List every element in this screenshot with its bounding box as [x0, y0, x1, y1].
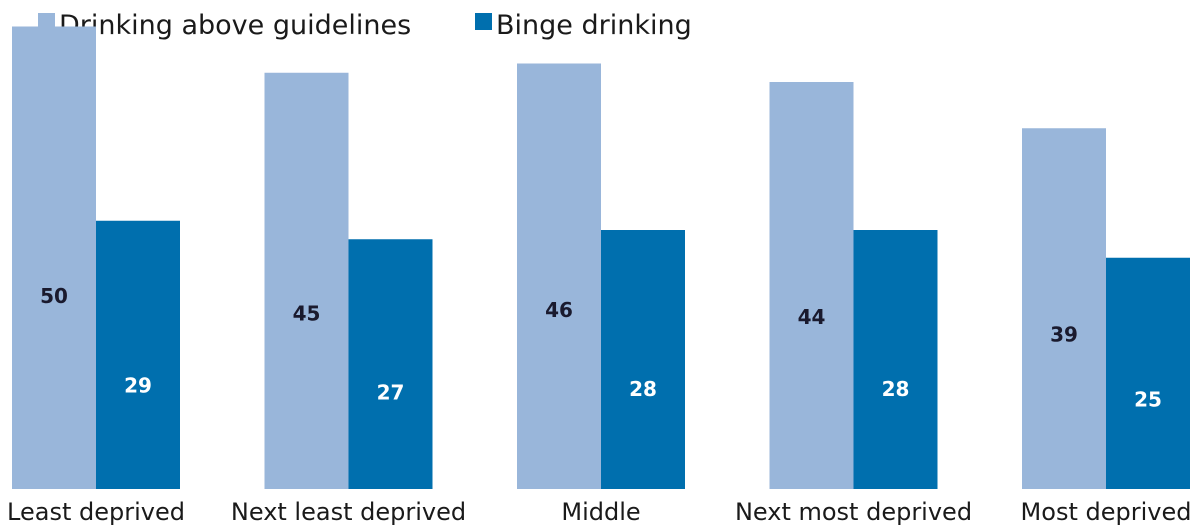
- category-label-least-deprived: Least deprived: [7, 498, 185, 526]
- value-label-drinking-above-guidelines-middle: 46: [545, 298, 573, 322]
- bars: [12, 26, 1190, 489]
- legend-swatch-binge-drinking: [475, 13, 492, 30]
- legend-label-binge-drinking: Binge drinking: [496, 10, 692, 41]
- bar-binge-drinking-middle: [601, 230, 685, 489]
- bar-drinking-above-guidelines-next-least-deprived: [264, 72, 349, 489]
- value-label-drinking-above-guidelines-next-most-deprived: 44: [798, 305, 826, 329]
- category-labels: Least deprived Next least deprived Middle N…: [7, 498, 1191, 526]
- value-label-binge-drinking-next-most-deprived: 28: [882, 377, 910, 401]
- bar-binge-drinking-least-deprived: [96, 220, 180, 489]
- value-label-binge-drinking-most-deprived: 25: [1134, 388, 1162, 412]
- bar-drinking-above-guidelines-least-deprived: [12, 26, 96, 489]
- bar-binge-drinking-next-most-deprived: [853, 230, 938, 489]
- legend-swatch-drinking-above-guidelines: [38, 13, 55, 30]
- bar-binge-drinking-most-deprived: [1106, 257, 1190, 489]
- category-label-most-deprived: Most deprived: [1021, 498, 1192, 526]
- bar-drinking-above-guidelines-most-deprived: [1022, 128, 1106, 489]
- category-label-middle: Middle: [561, 498, 640, 526]
- value-label-binge-drinking-middle: 28: [629, 377, 657, 401]
- legend-label-drinking-above-guidelines: Drinking above guidelines: [59, 10, 411, 41]
- category-label-next-least-deprived: Next least deprived: [231, 498, 466, 526]
- bar-drinking-above-guidelines-middle: [517, 63, 601, 489]
- value-label-drinking-above-guidelines-next-least-deprived: 45: [293, 301, 321, 325]
- value-label-binge-drinking-next-least-deprived: 27: [377, 381, 405, 405]
- value-labels: 50 29 45 27 46 28 44 28 39 25: [40, 284, 1162, 412]
- value-label-drinking-above-guidelines-most-deprived: 39: [1050, 322, 1078, 346]
- bar-binge-drinking-next-least-deprived: [348, 239, 433, 489]
- bar-drinking-above-guidelines-next-most-deprived: [769, 82, 854, 489]
- legend: Drinking above guidelines Binge drinking: [38, 10, 692, 41]
- value-label-drinking-above-guidelines-least-deprived: 50: [40, 284, 68, 308]
- value-label-binge-drinking-least-deprived: 29: [124, 374, 152, 398]
- category-label-next-most-deprived: Next most deprived: [735, 498, 972, 526]
